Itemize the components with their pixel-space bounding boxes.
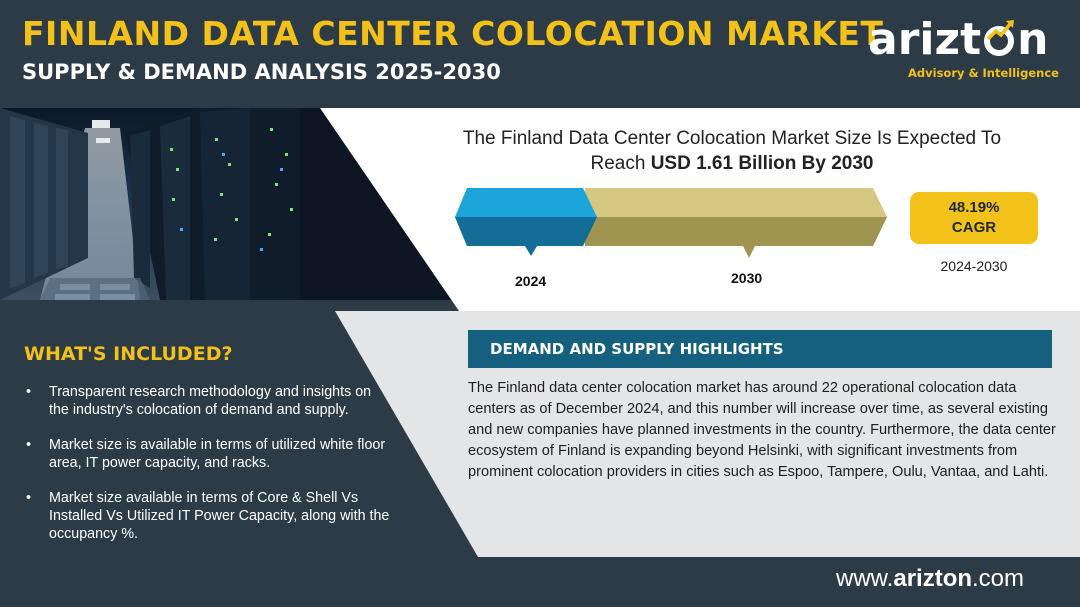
logo-tagline: Advisory & Intelligence [908,66,1059,80]
year-2024-label: 2024 [515,273,547,289]
header-band: FINLAND DATA CENTER COLOCATION MARKET SU… [0,0,1080,108]
headline-prefix: Reach [590,153,651,174]
market-headline: The Finland Data Center Colocation Marke… [432,126,1032,176]
page-title: FINLAND DATA CENTER COLOCATION MARKET [22,14,884,53]
logo-wordmark: arizt n [868,14,1049,65]
server-room-image [0,108,460,300]
list-item: Market size is available in terms of uti… [24,436,394,472]
list-item: Market size available in terms of Core &… [24,489,394,543]
headline-value: USD 1.61 Billion By 2030 [650,153,874,174]
arrow-2024-pointer [525,246,537,256]
list-item: Transparent research methodology and ins… [24,383,394,419]
highlights-title-bar: DEMAND AND SUPPLY HIGHLIGHTS [468,330,1052,368]
highlights-title: DEMAND AND SUPPLY HIGHLIGHTS [490,340,784,358]
year-2030-label: 2030 [731,270,763,286]
cagr-label: CAGR [951,219,997,236]
whats-included-title: WHAT'S INCLUDED? [24,343,233,365]
headline-line1: The Finland Data Center Colocation Marke… [462,128,1002,149]
arizton-logo[interactable]: arizt n Advisory & Intelligence [868,14,1068,94]
arrow-2030-pointer [743,246,755,258]
cagr-badge: 48.19% CAGR [910,192,1038,244]
website-link[interactable]: www.arizton.com [836,565,1025,592]
cagr-period: 2024-2030 [940,258,1008,274]
footer-band [0,557,1080,607]
whats-included-list: Transparent research methodology and ins… [24,383,394,560]
cagr-value: 48.19% [948,199,1000,216]
highlights-body: The Finland data center colocation marke… [468,380,1056,480]
logo-o-growth-icon [984,20,1015,56]
growth-arrows [455,188,887,258]
page-subtitle: SUPPLY & DEMAND ANALYSIS 2025-2030 [22,60,501,84]
